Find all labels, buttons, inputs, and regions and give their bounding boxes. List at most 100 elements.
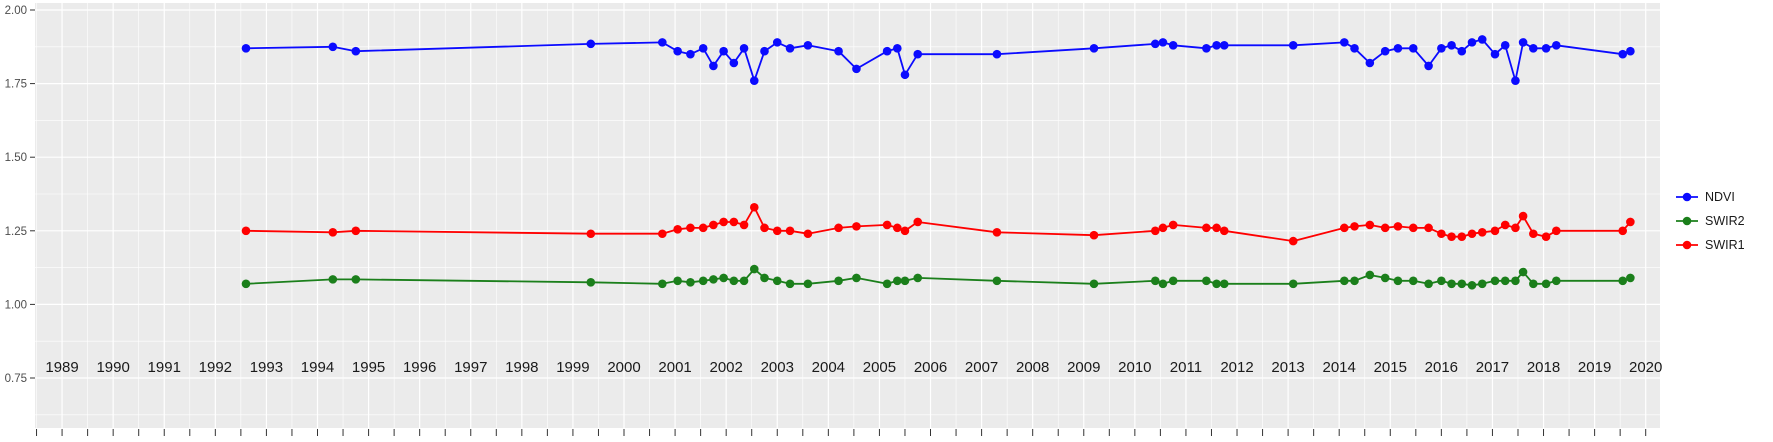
data-point-ndvi: [760, 46, 769, 56]
data-point-swir1: [658, 229, 667, 239]
data-point-ndvi: [1529, 43, 1538, 53]
data-point-swir2: [1529, 279, 1538, 289]
x-axis-label: 1991: [148, 359, 181, 376]
data-point-swir2: [772, 276, 782, 286]
x-axis-label: 2015: [1374, 359, 1407, 376]
x-axis-label: 1999: [556, 359, 589, 376]
data-point-swir1: [772, 226, 782, 236]
data-point-swir2: [1168, 276, 1178, 286]
data-point-swir1: [1365, 220, 1375, 230]
data-point-ndvi: [1551, 41, 1561, 50]
data-point-swir2: [785, 279, 795, 289]
data-point-swir2: [1618, 276, 1628, 286]
data-point-ndvi: [1202, 43, 1211, 53]
data-point-ndvi: [1437, 43, 1446, 53]
data-point-swir1: [1541, 232, 1551, 241]
data-point-ndvi: [992, 49, 1002, 59]
data-point-swir1: [1477, 227, 1487, 237]
data-point-ndvi: [1350, 43, 1359, 53]
x-axis-label: 2000: [607, 359, 640, 376]
data-point-swir2: [803, 279, 813, 289]
x-axis-label: 2012: [1220, 359, 1253, 376]
x-axis-label: 2011: [1170, 359, 1202, 376]
data-point-swir1: [1529, 229, 1538, 239]
data-point-ndvi: [739, 43, 749, 53]
x-axis-label: 2008: [1016, 359, 1049, 376]
data-point-swir2: [698, 276, 708, 286]
data-point-ndvi: [1219, 41, 1229, 50]
data-point-swir2: [658, 279, 667, 289]
data-point-swir2: [992, 276, 1002, 286]
data-point-ndvi: [749, 76, 759, 85]
data-point-swir1: [1202, 223, 1211, 233]
data-point-ndvi: [586, 39, 596, 49]
x-axis-label: 2004: [812, 359, 845, 376]
data-point-swir2: [1551, 276, 1561, 286]
data-point-ndvi: [1424, 61, 1433, 71]
data-point-swir2: [834, 276, 843, 286]
data-point-swir1: [729, 217, 739, 227]
x-axis-label: 1990: [96, 359, 129, 376]
data-point-swir2: [1467, 280, 1477, 290]
x-axis-label: 1998: [505, 359, 538, 376]
data-point-ndvi: [1500, 41, 1510, 50]
data-point-ndvi: [1511, 76, 1520, 85]
data-point-swir1: [1626, 217, 1635, 227]
data-point-swir1: [760, 223, 769, 233]
data-point-ndvi: [328, 42, 338, 52]
data-point-swir1: [1288, 236, 1298, 246]
data-point-swir2: [1541, 279, 1551, 289]
x-axis-label: 2002: [709, 359, 742, 376]
data-point-swir1: [834, 223, 843, 233]
data-point-swir1: [1490, 226, 1500, 236]
data-point-ndvi: [673, 46, 682, 56]
data-point-swir1: [1089, 230, 1099, 240]
data-point-ndvi: [686, 49, 695, 59]
x-axis-label: 2018: [1527, 359, 1560, 376]
data-point-swir2: [852, 273, 861, 283]
data-point-ndvi: [900, 70, 910, 80]
legend-label-swir2: SWIR2: [1705, 214, 1745, 228]
data-point-swir1: [1511, 223, 1520, 233]
y-axis-label: 2.00: [5, 5, 27, 17]
data-point-ndvi: [1490, 49, 1500, 59]
data-point-swir1: [749, 202, 759, 212]
data-point-ndvi: [834, 46, 843, 56]
data-point-swir1: [1393, 222, 1403, 231]
data-point-ndvi: [1365, 58, 1375, 68]
y-axis-label: 1.25: [5, 226, 27, 238]
data-point-swir1: [1168, 220, 1178, 230]
data-point-swir1: [1437, 229, 1446, 239]
data-point-swir2: [351, 275, 361, 284]
data-point-ndvi: [1168, 41, 1178, 50]
data-point-swir1: [719, 217, 728, 227]
data-point-swir1: [900, 226, 910, 236]
data-point-swir1: [686, 223, 695, 233]
data-point-ndvi: [1380, 46, 1390, 56]
data-point-ndvi: [1618, 49, 1628, 59]
data-point-swir1: [803, 229, 813, 239]
x-axis-label: 2007: [965, 359, 998, 376]
data-point-ndvi: [1457, 46, 1467, 56]
data-point-ndvi: [1288, 41, 1298, 50]
data-point-ndvi: [1477, 35, 1487, 44]
data-point-swir2: [1089, 279, 1099, 289]
x-axis-label: 2020: [1629, 359, 1662, 376]
data-point-swir1: [913, 217, 923, 227]
data-point-swir2: [1158, 279, 1168, 289]
data-point-swir2: [1447, 279, 1456, 289]
data-point-swir1: [351, 226, 361, 236]
data-point-swir2: [673, 276, 682, 286]
y-axis-label: 1.50: [5, 152, 27, 164]
data-point-swir2: [686, 278, 695, 287]
data-point-swir1: [1500, 220, 1510, 230]
data-point-ndvi: [1393, 43, 1403, 53]
y-axis-label: 0.75: [5, 373, 27, 385]
data-point-swir2: [1477, 279, 1487, 289]
data-point-swir1: [785, 226, 795, 236]
data-point-swir1: [1408, 223, 1418, 233]
legend-label-ndvi: NDVI: [1705, 190, 1735, 204]
x-axis-label: 2001: [658, 359, 691, 376]
